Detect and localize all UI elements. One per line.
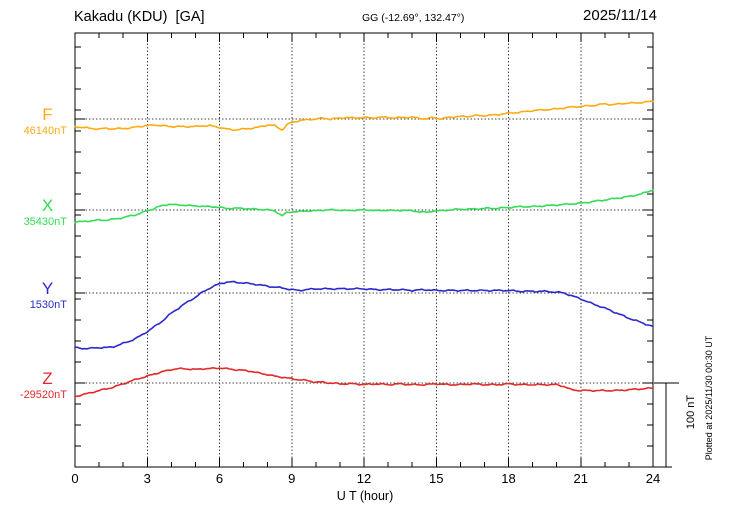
channel-letter-X: X — [41, 196, 54, 215]
x-tick-label: 24 — [645, 471, 661, 486]
x-tick-label: 15 — [429, 471, 444, 486]
x-tick-label: 0 — [71, 471, 79, 486]
x-tick-label: 3 — [143, 471, 151, 486]
station-coordinates: GG (-12.69°, 132.47°) — [362, 12, 465, 24]
page-title: Kakadu (KDU) [GA] — [74, 9, 205, 25]
plotted-timestamp: Plotted at 2025/11/30 00:30 UT — [704, 335, 714, 461]
channel-letter-Y: Y — [41, 279, 54, 298]
channel-baseline-Y: 1530nT — [29, 299, 67, 311]
x-tick-label: 9 — [288, 471, 296, 486]
x-axis-title: U T (hour) — [336, 489, 394, 503]
plot-date: 2025/11/14 — [583, 7, 657, 24]
channel-baseline-Z: -29520nT — [19, 389, 67, 401]
channel-letter-F: F — [42, 105, 53, 124]
channel-letter-Z: Z — [42, 369, 53, 388]
x-tick-label: 12 — [356, 471, 372, 486]
scale-bar-label: 100 nT — [685, 394, 697, 430]
x-tick-label: 18 — [501, 471, 516, 486]
x-tick-label: 21 — [573, 471, 588, 486]
channel-baseline-X: 35430nT — [23, 216, 67, 228]
channel-baseline-F: 46140nT — [23, 125, 67, 137]
x-tick-label: 6 — [215, 471, 224, 486]
